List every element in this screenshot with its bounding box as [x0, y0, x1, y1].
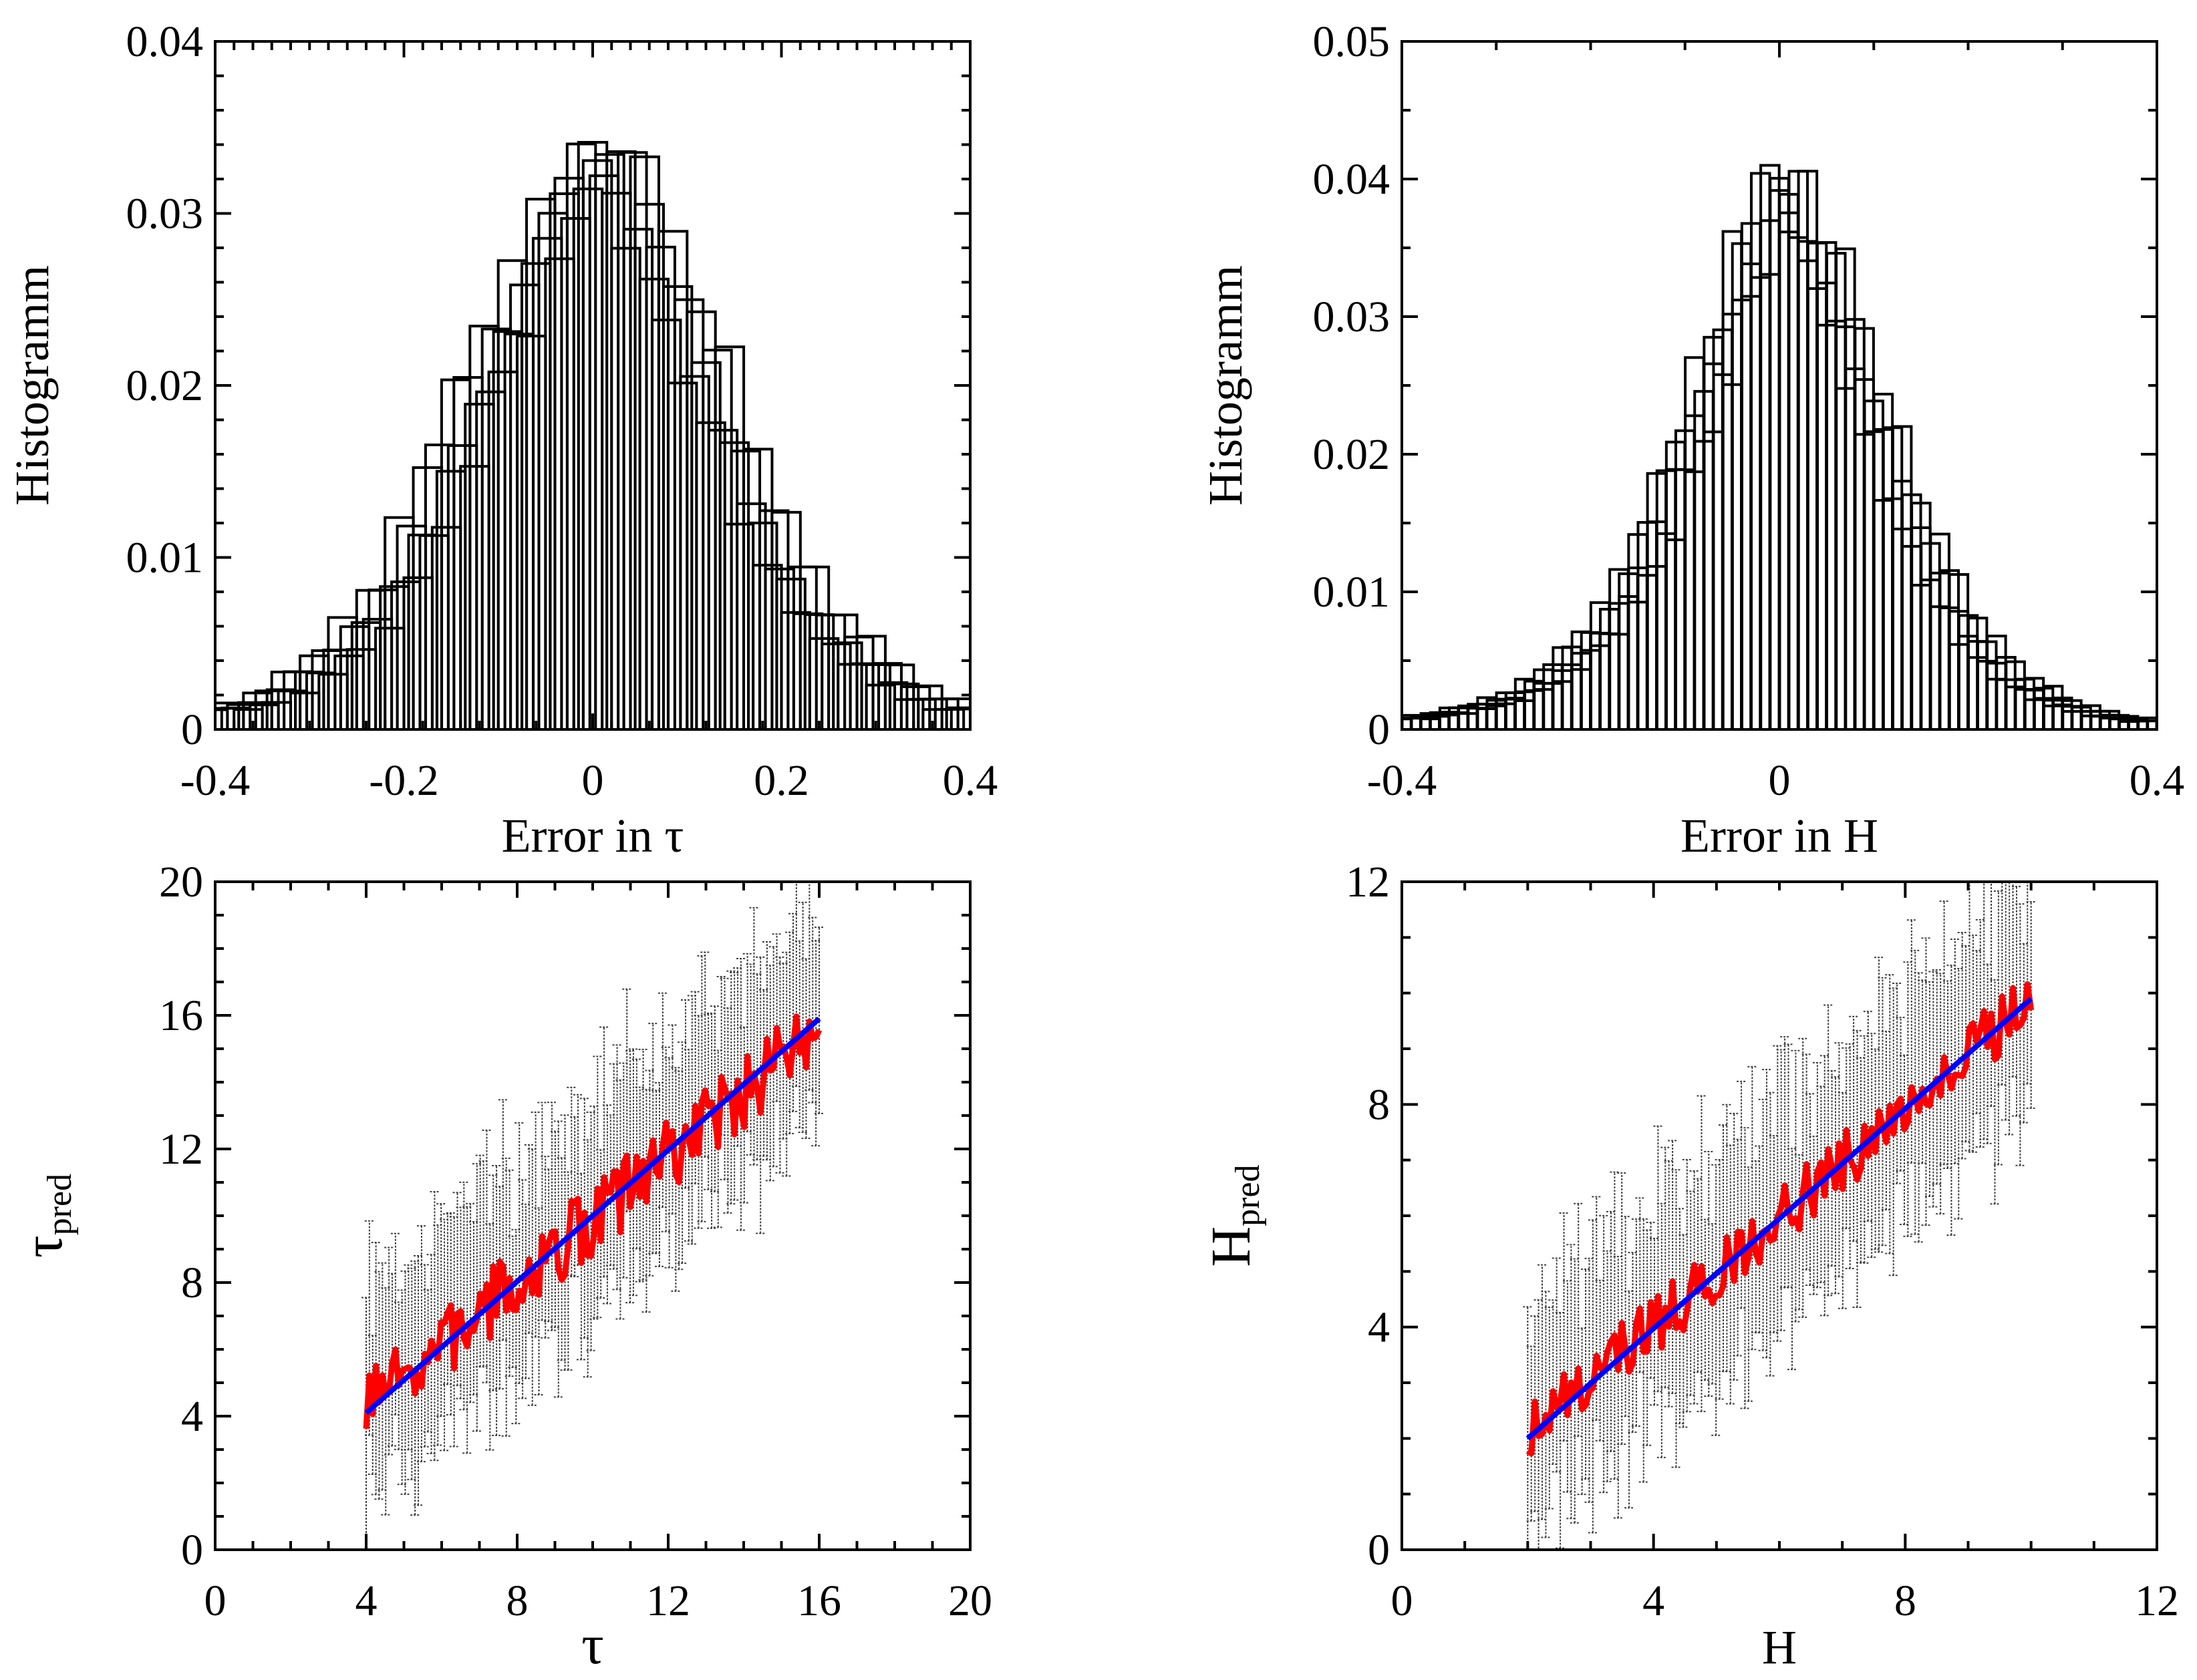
- x-axis-title: H: [1762, 1621, 1797, 1674]
- identity-fit-line: [1525, 996, 2033, 1441]
- y-tick-label: 12: [159, 1125, 203, 1174]
- x-tick-label: 4: [355, 1576, 378, 1625]
- y-axis-title-subscript: pred: [41, 1174, 79, 1235]
- histogram-series-5: [1419, 170, 2157, 729]
- axis-ticks: [1401, 40, 2158, 731]
- axis-ticks: [214, 880, 972, 1551]
- y-tick-label: 0: [181, 1526, 203, 1574]
- x-tick-label: 8: [1894, 1576, 1916, 1625]
- axis-ticks: [214, 40, 972, 731]
- x-tick-label: 20: [948, 1576, 992, 1625]
- x-tick-label: 12: [2135, 1576, 2179, 1625]
- h-prediction-scatter: 0 4 8 12 0 4 8 12 H Hpred: [1200, 858, 2179, 1674]
- y-axis-title: Histogramm: [1199, 265, 1252, 506]
- tau-error-histogram: -0.4 -0.2 0 0.2 0.4 0 0.01 0.02 0.03 0.04 Error i…: [5, 17, 998, 862]
- x-tick-label: 0: [204, 1576, 227, 1625]
- y-tick-label: 4: [1368, 1303, 1390, 1352]
- x-axis-title: Error in τ: [502, 809, 684, 862]
- y-tick-label: 0.04: [1313, 155, 1390, 204]
- y-tick-label: 0: [181, 705, 203, 754]
- x-tick-label: -0.2: [369, 756, 438, 805]
- y-axis-title: τpred: [12, 1174, 79, 1258]
- y-tick-label: 0.03: [126, 190, 204, 238]
- y-tick-label: 8: [1368, 1080, 1390, 1129]
- y-tick-label: 16: [159, 991, 203, 1040]
- x-tick-label: 12: [646, 1576, 690, 1625]
- predicted-values-line: [363, 1013, 823, 1430]
- y-tick-label: 12: [1346, 858, 1390, 906]
- y-tick-label: 0.02: [126, 361, 204, 410]
- histogram-series-5: [233, 155, 970, 729]
- x-tick-label: 0.4: [943, 756, 998, 805]
- identity-fit-line: [364, 1016, 821, 1415]
- y-tick-label: 0: [1368, 705, 1390, 754]
- x-tick-label: -0.4: [180, 756, 250, 805]
- y-tick-label: 0.05: [1313, 17, 1390, 66]
- y-axis-title-subscript: pred: [1229, 1164, 1267, 1226]
- x-tick-label: 8: [506, 1576, 529, 1625]
- x-tick-label: -0.4: [1367, 756, 1437, 805]
- y-tick-label: 0.01: [1313, 568, 1390, 617]
- x-tick-label: 0: [1769, 756, 1791, 805]
- x-tick-label: 0.4: [2130, 756, 2185, 805]
- h-error-histogram: -0.4 0 0.400.010.020.030.040.05 Error in H…: [1199, 17, 2184, 862]
- x-tick-label: 0: [582, 756, 604, 805]
- y-tick-label: 0.01: [126, 534, 204, 582]
- y-tick-label: 4: [181, 1392, 203, 1441]
- error-bars: [1523, 882, 2036, 1550]
- x-tick-label: 0: [1391, 1576, 1413, 1625]
- y-axis-title-main: τ: [12, 1235, 74, 1258]
- y-axis-title: Hpred: [1200, 1164, 1267, 1267]
- y-tick-label: 0.03: [1313, 293, 1390, 341]
- x-tick-label: 4: [1642, 1576, 1664, 1625]
- x-tick-label: 16: [797, 1576, 841, 1625]
- x-axis-title: τ: [581, 1614, 604, 1676]
- y-tick-label: 20: [159, 858, 203, 906]
- axis-ticks: [1401, 880, 2158, 1551]
- y-axis-title: Histogramm: [5, 265, 59, 506]
- y-tick-label: 0: [1368, 1526, 1390, 1574]
- x-axis-title: Error in H: [1680, 809, 1878, 862]
- y-tick-label: 8: [181, 1258, 203, 1307]
- y-tick-label: 0.04: [126, 17, 204, 66]
- y-axis-title-main: H: [1200, 1226, 1262, 1267]
- x-tick-label: 0.2: [754, 756, 809, 805]
- y-tick-label: 0.02: [1313, 430, 1390, 479]
